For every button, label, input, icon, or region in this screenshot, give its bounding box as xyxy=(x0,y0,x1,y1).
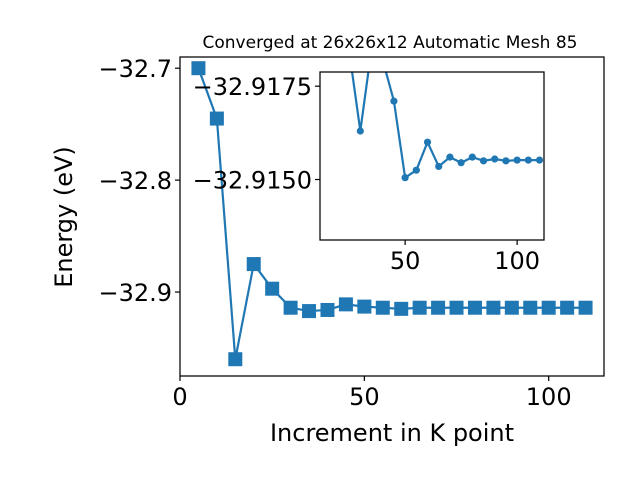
inset-data-point xyxy=(491,155,499,163)
main-data-point xyxy=(523,300,538,315)
main-data-point xyxy=(449,300,464,315)
y-axis-label: Energy (eV) xyxy=(50,146,78,288)
inset-data-point xyxy=(502,157,510,165)
inset-y-ticks: −32.9175 −32.9150 xyxy=(193,73,320,195)
main-y-ticks: −32.7 −32.8 −32.9 xyxy=(98,55,180,307)
main-y-tick-label: −32.7 xyxy=(98,55,172,83)
main-data-point xyxy=(209,111,224,126)
inset-x-ticks: 50 100 xyxy=(390,240,540,275)
inset-data-point xyxy=(390,97,398,105)
main-y-tick-label: −32.9 xyxy=(98,279,172,307)
inset-data-point xyxy=(479,157,488,165)
inset-x-tick-label: 50 xyxy=(390,247,421,275)
main-data-point xyxy=(246,257,261,272)
main-x-tick-label: 100 xyxy=(526,383,572,411)
main-x-ticks: 0 50 100 xyxy=(172,376,572,411)
main-data-point xyxy=(265,281,280,296)
inset-data-point xyxy=(423,138,432,146)
inset-data-point xyxy=(513,156,521,164)
inset-data-point xyxy=(412,166,420,174)
inset-data-point xyxy=(524,156,532,164)
main-series-line xyxy=(197,67,586,361)
inset-data-point xyxy=(468,153,476,161)
main-plot-area xyxy=(191,61,593,367)
inset-plot-area xyxy=(350,72,544,182)
main-y-tick-label: −32.8 xyxy=(98,167,172,195)
main-data-point xyxy=(191,61,206,76)
main-data-point xyxy=(357,299,372,314)
inset-axes: 50 100 −32.9175 −32.9150 xyxy=(193,71,545,275)
main-data-point xyxy=(504,300,519,315)
inset-y-tick-label: −32.9175 xyxy=(193,73,312,101)
main-data-point xyxy=(412,300,427,315)
inset-x-tick-label: 100 xyxy=(494,247,540,275)
main-data-point xyxy=(560,300,575,315)
main-x-tick-label: 0 xyxy=(172,383,187,411)
inset-data-point xyxy=(535,156,544,164)
chart-title: Converged at 26x26x12 Automatic Mesh 85 xyxy=(203,33,578,53)
main-data-point xyxy=(578,300,593,315)
inset-background xyxy=(320,72,544,240)
inset-data-point xyxy=(446,153,454,161)
main-data-point xyxy=(394,301,409,316)
main-data-point xyxy=(375,300,390,315)
main-x-tick-label: 50 xyxy=(349,383,380,411)
main-data-point xyxy=(541,300,556,315)
main-data-point xyxy=(431,300,446,315)
inset-data-point xyxy=(401,174,409,182)
x-axis-label: Increment in K point xyxy=(270,419,514,447)
inset-data-point xyxy=(356,127,364,135)
inset-axes-frame xyxy=(319,71,545,241)
inset-y-tick-label: −32.9150 xyxy=(193,167,312,195)
main-data-point xyxy=(228,352,243,367)
main-data-point xyxy=(320,302,335,317)
inset-data-point xyxy=(457,159,465,167)
main-data-point xyxy=(302,304,317,319)
main-data-point xyxy=(486,300,501,315)
inset-data-point xyxy=(435,162,443,171)
main-axes-frame xyxy=(179,56,605,377)
main-data-point xyxy=(338,297,353,312)
main-data-point xyxy=(283,300,298,315)
main-data-point xyxy=(467,300,482,315)
